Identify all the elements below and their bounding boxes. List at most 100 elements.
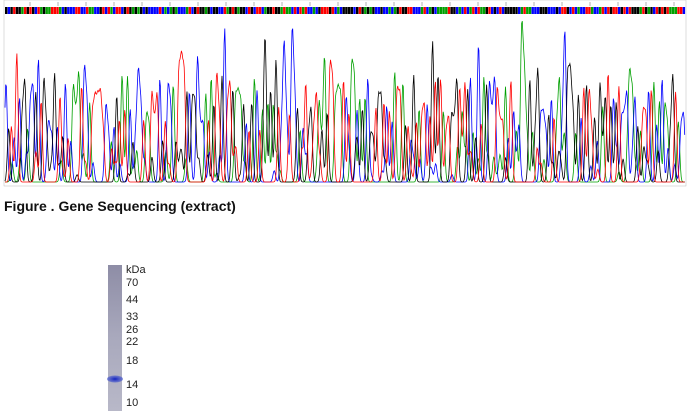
base-call: [131, 7, 135, 14]
base-call: [272, 7, 275, 14]
base-call: [361, 7, 364, 14]
base-call: [596, 7, 599, 14]
base-call: [369, 7, 372, 14]
marker-label: 22: [126, 336, 138, 348]
base-call: [607, 7, 610, 14]
base-call: [472, 7, 475, 14]
base-call: [185, 7, 189, 14]
marker-label: 44: [126, 294, 138, 306]
base-call: [493, 7, 497, 14]
base-call: [323, 7, 326, 14]
base-call: [561, 7, 564, 14]
base-call: [347, 7, 351, 14]
base-call: [588, 7, 591, 14]
base-call: [264, 7, 267, 14]
base-call: [150, 7, 154, 14]
base-call: [191, 7, 194, 14]
base-call: [312, 7, 316, 14]
base-call: [512, 7, 515, 14]
base-call: [574, 7, 578, 14]
base-call: [515, 7, 518, 14]
base-call: [145, 7, 148, 14]
base-call: [558, 7, 561, 14]
base-call: [658, 7, 661, 14]
base-call: [40, 7, 43, 14]
base-call: [86, 7, 89, 14]
base-call: [364, 7, 367, 14]
base-call: [617, 7, 621, 14]
base-call: [480, 7, 483, 14]
strip-bg: [4, 7, 686, 14]
base-call: [655, 7, 659, 14]
base-call: [223, 7, 227, 14]
base-call: [153, 7, 156, 14]
base-call: [215, 7, 218, 14]
base-call: [277, 7, 281, 14]
base-call: [593, 7, 596, 14]
base-call: [415, 7, 418, 14]
base-call: [612, 7, 615, 14]
base-call: [577, 7, 580, 14]
base-call: [647, 7, 650, 14]
base-call: [137, 7, 140, 14]
base-call: [439, 7, 443, 14]
base-call: [196, 7, 200, 14]
base-call: [485, 7, 488, 14]
base-call: [590, 7, 594, 14]
base-call: [407, 7, 410, 14]
base-call: [518, 7, 521, 14]
base-call: [431, 7, 434, 14]
base-call: [507, 7, 510, 14]
base-call: [353, 7, 356, 14]
base-call: [445, 7, 448, 14]
base-call: [569, 7, 572, 14]
base-call: [620, 7, 623, 14]
base-call: [420, 7, 424, 14]
base-call: [455, 7, 459, 14]
base-call: [113, 7, 116, 14]
base-call: [642, 7, 645, 14]
base-call: [212, 7, 216, 14]
base-call: [229, 7, 232, 14]
base-call: [207, 7, 210, 14]
base-call: [285, 7, 289, 14]
base-call: [450, 7, 453, 14]
base-call: [234, 7, 237, 14]
base-call: [310, 7, 313, 14]
base-call: [482, 7, 486, 14]
figure-caption: Figure . Gene Sequencing (extract): [4, 198, 236, 214]
base-call: [29, 7, 32, 14]
base-call: [528, 7, 532, 14]
base-call: [572, 7, 575, 14]
base-call: [653, 7, 656, 14]
base-call: [226, 7, 229, 14]
base-call: [372, 7, 375, 14]
base-call: [634, 7, 637, 14]
base-call: [13, 7, 16, 14]
base-call: [61, 7, 65, 14]
base-call: [458, 7, 461, 14]
traces: [4, 20, 686, 183]
base-call: [412, 7, 416, 14]
base-call: [118, 7, 121, 14]
base-call: [245, 7, 248, 14]
base-call: [666, 7, 669, 14]
base-call: [67, 7, 70, 14]
base-call: [280, 7, 283, 14]
base-call: [256, 7, 259, 14]
base-call: [161, 7, 164, 14]
base-call: [5, 7, 8, 14]
base-call: [464, 7, 467, 14]
base-call: [299, 7, 302, 14]
base-call: [536, 7, 540, 14]
base-call: [188, 7, 191, 14]
base-call: [442, 7, 445, 14]
base-call: [499, 7, 502, 14]
base-call: [599, 7, 602, 14]
base-call: [53, 7, 56, 14]
base-call: [59, 7, 62, 14]
base-call: [366, 7, 370, 14]
base-call: [148, 7, 151, 14]
base-call: [248, 7, 251, 14]
